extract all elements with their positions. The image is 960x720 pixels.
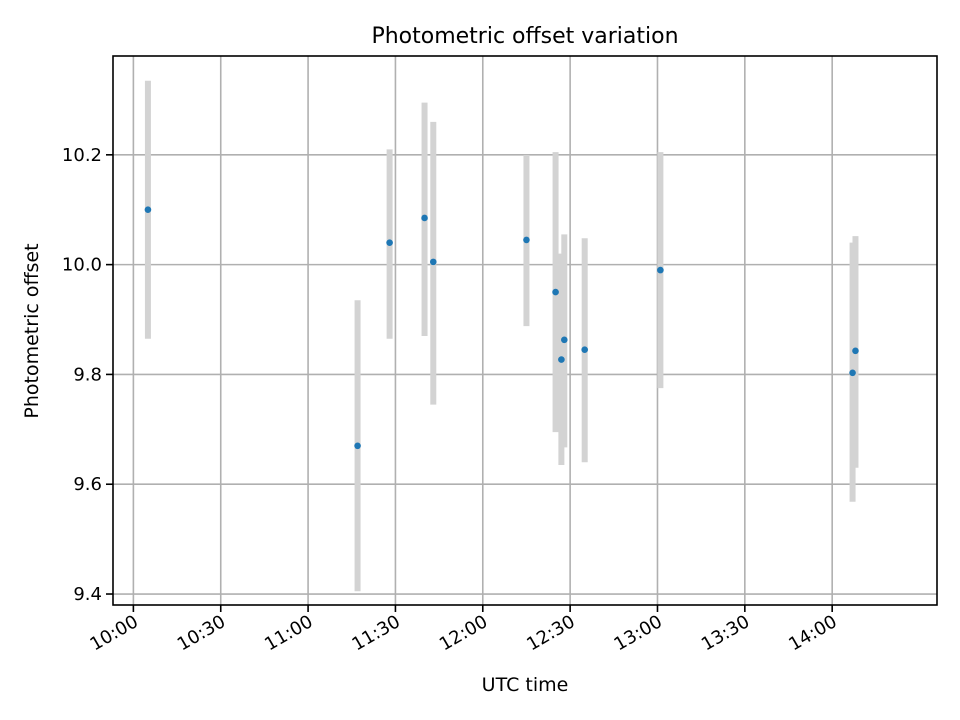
y-tick-label: 9.4 [73,584,102,605]
data-point [144,206,152,214]
data-point [558,356,565,363]
data-point [429,258,437,266]
x-axis-ticks: 10:00 10:30 11:00 11:30 12:00 12:30 13:00 13:30… [86,605,841,655]
y-tick-label: 9.8 [73,364,102,385]
data-point [852,347,859,355]
y-axis-label: Photometric offset [21,243,43,418]
x-tick-label: 10:00 [86,611,141,655]
data-point [581,346,588,354]
plot-frame [112,55,938,606]
data-point [354,442,361,450]
grid-lines [113,56,937,605]
x-axis-label: UTC time [482,674,569,696]
data-point [421,214,428,222]
x-tick-label: 14:00 [785,611,840,655]
x-tick-label: 10:30 [174,611,229,655]
data-point [552,288,559,296]
x-tick-label: 12:00 [436,611,491,655]
y-tick-label: 9.6 [73,474,102,495]
y-tick-label: 10.2 [62,145,102,166]
data-point [386,239,393,246]
error-bars [144,80,859,592]
data-points [144,206,859,450]
x-tick-label: 11:00 [261,611,316,655]
data-point [657,266,664,274]
data-point [561,336,568,344]
x-tick-label: 13:00 [611,611,666,655]
y-axis-ticks: 9.4 9.6 9.8 10.0 10.2 [62,145,113,605]
x-tick-label: 12:30 [523,611,578,655]
chart-title: Photometric offset variation [371,24,678,49]
data-point [523,236,530,244]
x-tick-label: 13:30 [698,611,753,655]
y-tick-label: 10.0 [62,255,102,276]
data-point [849,369,856,377]
x-tick-label: 11:30 [349,611,404,655]
